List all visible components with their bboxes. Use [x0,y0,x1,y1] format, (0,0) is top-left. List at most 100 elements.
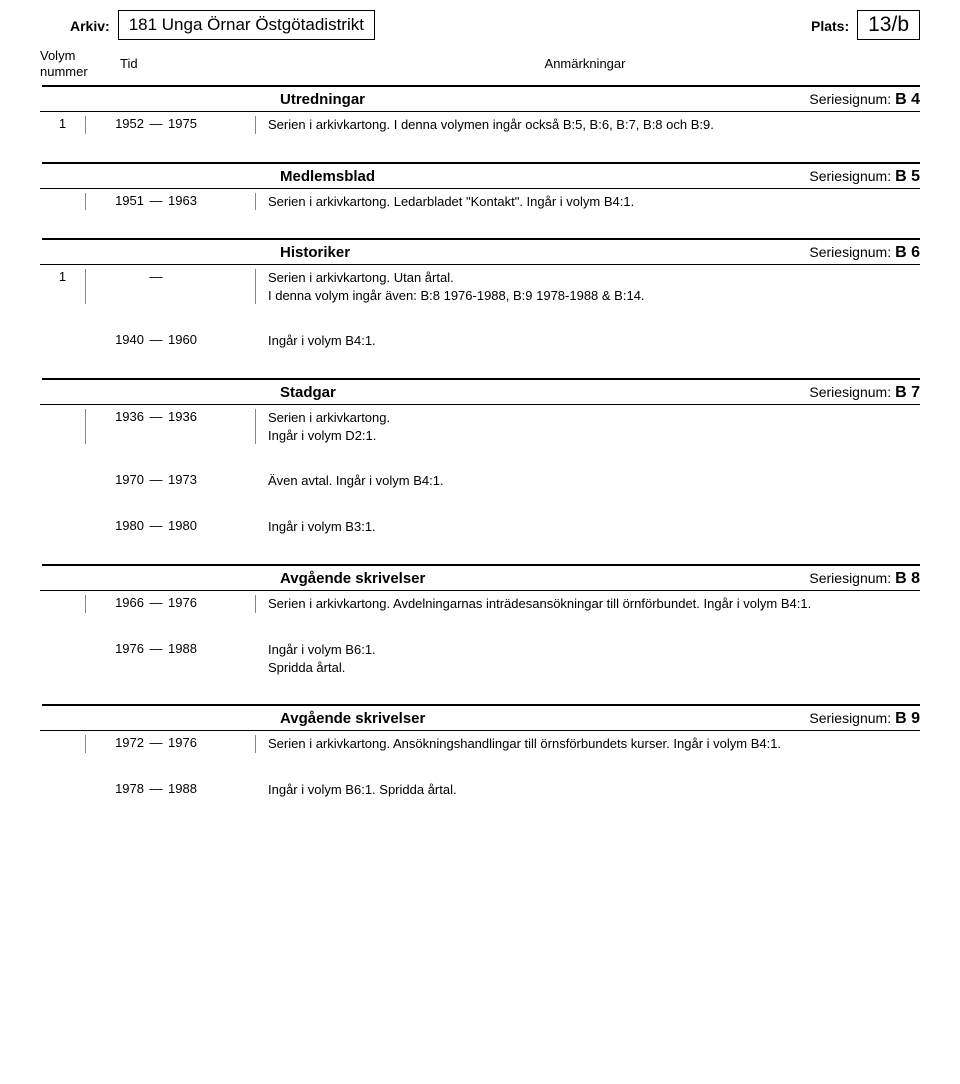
entry-text: Ingår i volym B4:1. [256,332,920,350]
section: Stadgar Seriesignum:B 7 1936—1936Serien i … [40,378,920,536]
seriesignum: Seriesignum:B 7 [809,384,920,402]
entry-volume [40,735,86,753]
year-to: 1936 [168,409,210,424]
section: MedlemsbladSeriesignum:B 51951—1963Serie… [40,162,920,211]
section-title-row: Stadgar Seriesignum:B 7 [42,378,920,402]
year-to: 1960 [168,332,210,347]
entry-text: Serien i arkivkartong. Utan årtal.I denn… [256,269,920,304]
entry-row: 1936—1936Serien i arkivkartong.Ingår i v… [40,404,920,444]
entry-text: Ingår i volym B6:1. Spridda årtal. [256,781,920,799]
entry-row: 1 — Serien i arkivkartong. Utan årtal.I de… [40,264,920,304]
section: Historiker Seriesignum:B 6 1 — Serien i arki… [40,238,920,350]
year-from: 1940 [102,332,144,347]
year-to: 1988 [168,781,210,796]
entry-row: 1980—1980Ingår i volym B3:1. [40,514,920,536]
header-row: Arkiv: 181 Unga Örnar Östgötadistrikt Pl… [70,10,920,40]
entry-row: 1972—1976Serien i arkivkartong. Ansöknin… [40,730,920,753]
entry-text: Ingår i volym B6:1.Spridda årtal. [256,641,920,676]
entry-years: 1936—1936 [86,409,256,444]
seriesignum: Seriesignum:B 6 [809,244,920,262]
entry-years: 1970—1973 [86,472,256,490]
entry-row: 1940—1960Ingår i volym B4:1. [40,328,920,350]
entry-row: 1970—1973Även avtal. Ingår i volym B4:1. [40,468,920,490]
year-from: 1966 [102,595,144,610]
section-title: Avgående skrivelser [280,710,425,728]
year-to: 1988 [168,641,210,656]
section-title: Stadgar [280,384,336,402]
year-dash: — [144,193,168,208]
entry-volume [40,781,86,799]
entry-volume [40,595,86,613]
seriesignum: Seriesignum:B 8 [809,570,920,588]
year-dash: — [144,518,168,533]
entry-row: 1976—1988Ingår i volym B6:1.Spridda årta… [40,637,920,676]
year-from: 1970 [102,472,144,487]
entry-text: Serien i arkivkartong. Ansökningshandlin… [256,735,920,753]
arkiv-label: Arkiv: [70,18,110,34]
year-to: 1973 [168,472,210,487]
year-from: 1952 [102,116,144,131]
seriesignum-label: Seriesignum: [809,91,891,107]
year-to: 1963 [168,193,210,208]
entry-volume [40,409,86,444]
year-from: 1978 [102,781,144,796]
sections-container: UtredningarSeriesignum:B 411952—1975Seri… [40,85,920,798]
plats-value: 13/b [857,10,920,40]
entry-text: Serien i arkivkartong. I denna volymen i… [256,116,920,134]
seriesignum-label: Seriesignum: [809,244,891,260]
arkiv-value: 181 Unga Örnar Östgötadistrikt [118,10,375,40]
year-from: 1980 [102,518,144,533]
year-dash: — [144,332,168,347]
year-from: 1951 [102,193,144,208]
section-title: Utredningar [280,91,365,109]
section: UtredningarSeriesignum:B 411952—1975Seri… [40,85,920,134]
entry-years: — [86,269,256,304]
section-title-row: Historiker Seriesignum:B 6 [42,238,920,262]
year-from: 1976 [102,641,144,656]
entry-years: 1978—1988 [86,781,256,799]
entry-years: 1952—1975 [86,116,256,134]
year-dash: — [144,269,168,284]
seriesignum-value: B 5 [895,168,920,185]
seriesignum: Seriesignum:B 5 [809,168,920,186]
col-tid: Tid [120,48,250,79]
entry-volume: 1 [40,116,86,134]
year-dash: — [144,409,168,424]
section: Avgående skrivelser Seriesignum:B 8 1966 —1… [40,564,920,676]
seriesignum-label: Seriesignum: [809,168,891,184]
seriesignum-value: B 7 [895,384,920,401]
seriesignum-value: B 4 [895,91,920,108]
section-title: Historiker [280,244,350,262]
entry-row: 1978—1988Ingår i volym B6:1. Spridda årt… [40,777,920,799]
year-from: 1972 [102,735,144,750]
entry-years: 1972—1976 [86,735,256,753]
col-volym: Volymnummer [40,48,120,79]
col-anmarkningar: Anmärkningar [250,48,920,79]
entry-volume [40,193,86,211]
section-title-row: Utredningar Seriesignum:B 4 [42,85,920,109]
entry-text: Även avtal. Ingår i volym B4:1. [256,472,920,490]
year-dash: — [144,641,168,656]
entry-row: 1951—1963Serien i arkivkartong. Ledarbla… [40,188,920,211]
entry-row: 11952—1975Serien i arkivkartong. I denna… [40,111,920,134]
entry-volume [40,518,86,536]
year-dash: — [144,735,168,750]
seriesignum: Seriesignum:B 4 [809,91,920,109]
entry-text: Serien i arkivkartong.Ingår i volym D2:1… [256,409,920,444]
entry-text: Ingår i volym B3:1. [256,518,920,536]
entry-years: 1976—1988 [86,641,256,676]
seriesignum: Seriesignum:B 9 [809,710,920,728]
entry-years: 1940—1960 [86,332,256,350]
column-headers: Volymnummer Tid Anmärkningar [40,48,920,79]
entry-volume: 1 [40,269,86,304]
section-title: Avgående skrivelser [280,570,425,588]
section-title: Medlemsblad [280,168,375,186]
entry-years: 1951—1963 [86,193,256,211]
seriesignum-value: B 8 [895,570,920,587]
plats-label: Plats: [811,18,849,34]
section-title-row: Avgående skrivelser Seriesignum:B 9 [42,704,920,728]
seriesignum-value: B 9 [895,710,920,727]
seriesignum-label: Seriesignum: [809,710,891,726]
section-title-row: Medlemsblad Seriesignum:B 5 [42,162,920,186]
seriesignum-label: Seriesignum: [809,570,891,586]
